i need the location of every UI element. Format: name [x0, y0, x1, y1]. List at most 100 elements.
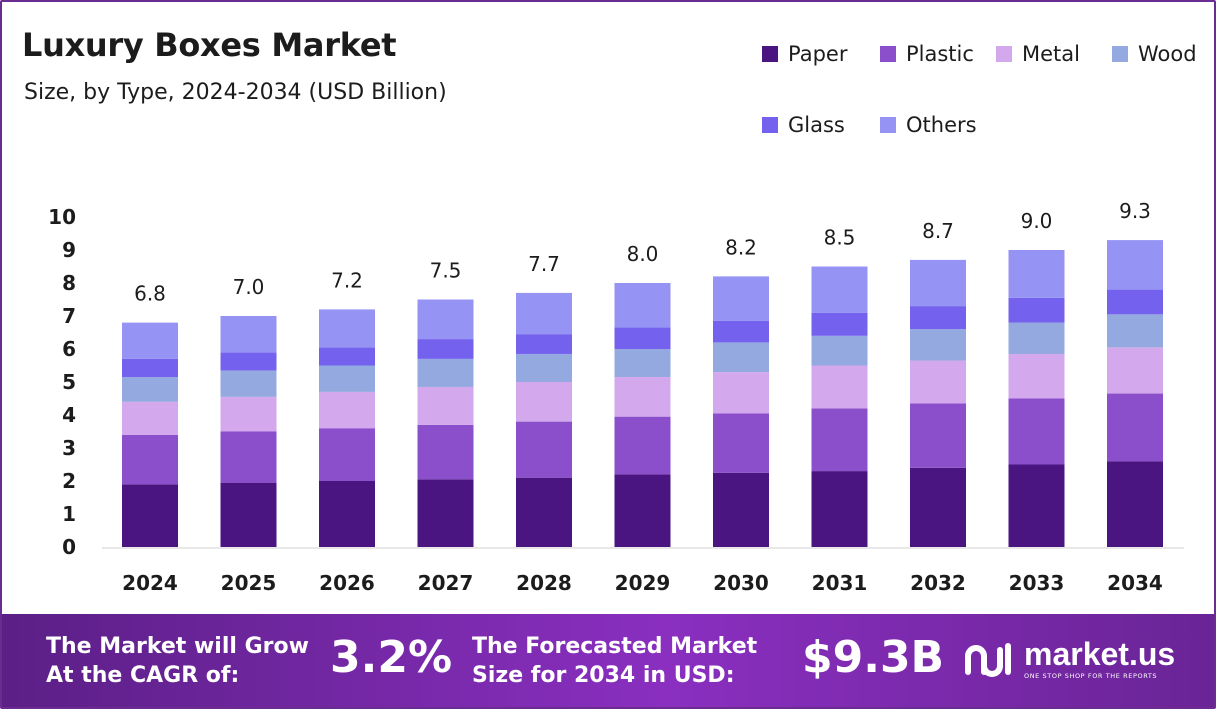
bar-segment-others-2029 — [614, 283, 671, 328]
legend-swatch-others — [880, 117, 896, 133]
bar-segment-wood-2031 — [811, 335, 868, 366]
total-label-2032: 8.7 — [922, 219, 954, 243]
bar-segment-plastic-2028 — [516, 421, 572, 478]
x-tick-label-2030: 2030 — [713, 571, 769, 595]
brand-name: market.us — [1024, 636, 1176, 672]
x-tick-label-2028: 2028 — [516, 571, 572, 595]
bar-segment-plastic-2025 — [220, 431, 277, 483]
x-tick-label-2033: 2033 — [1009, 571, 1065, 595]
y-tick-label: 3 — [62, 436, 76, 460]
x-tick-label-2025: 2025 — [221, 571, 277, 595]
bar-segment-others-2030 — [713, 276, 769, 321]
bar-segment-glass-2034 — [1107, 289, 1163, 315]
market-us-logo-icon — [965, 643, 1011, 677]
legend-swatch-paper — [762, 46, 778, 62]
bar-segment-wood-2025 — [220, 370, 277, 397]
brand-tagline: ONE STOP SHOP FOR THE REPORTS — [1024, 672, 1158, 680]
x-tick-label-2024: 2024 — [122, 571, 178, 595]
x-tick-label-2032: 2032 — [910, 571, 966, 595]
bar-segment-others-2025 — [220, 316, 277, 353]
bar-segment-wood-2029 — [614, 349, 671, 378]
total-label-2033: 9.0 — [1021, 209, 1053, 233]
bar-segment-metal-2027 — [417, 386, 474, 425]
bar-segment-others-2028 — [516, 292, 572, 335]
legend-label-plastic: Plastic — [906, 42, 974, 66]
bar-segment-plastic-2024 — [122, 434, 178, 485]
forecast-label-line-2: Size for 2034 in USD: — [472, 663, 735, 688]
bar-segment-plastic-2029 — [614, 416, 671, 475]
bar-segment-plastic-2026 — [319, 428, 375, 481]
bar-segment-paper-2034 — [1107, 461, 1163, 547]
total-label-2026: 7.2 — [331, 268, 363, 292]
bar-segment-wood-2024 — [122, 377, 178, 402]
y-tick-label: 0 — [62, 535, 76, 559]
bar-segment-metal-2025 — [220, 396, 277, 432]
bar-segment-paper-2027 — [417, 479, 474, 547]
bar-segment-wood-2028 — [516, 353, 572, 382]
y-tick-label: 8 — [62, 271, 76, 295]
bar-segment-others-2032 — [910, 259, 966, 307]
bar-segment-wood-2032 — [910, 329, 966, 361]
cagr-label: The Market will Grow At the CAGR of: — [46, 632, 309, 690]
legend-item-metal: Metal — [996, 42, 1080, 66]
x-tick-label-2031: 2031 — [812, 571, 868, 595]
total-label-2028: 7.7 — [528, 252, 560, 276]
bar-segment-paper-2031 — [811, 471, 868, 547]
bar-segment-plastic-2033 — [1008, 398, 1065, 465]
bar-segment-metal-2030 — [713, 372, 769, 414]
bar-segment-others-2026 — [319, 309, 375, 348]
bar-segment-paper-2026 — [319, 481, 375, 547]
legend-label-others: Others — [906, 113, 977, 137]
legend-item-plastic: Plastic — [880, 42, 974, 66]
total-label-2024: 6.8 — [134, 282, 166, 306]
total-label-2029: 8.0 — [627, 242, 659, 266]
cagr-label-line-1: The Market will Grow — [46, 634, 309, 659]
y-tick-label: 7 — [62, 304, 76, 328]
legend-swatch-wood — [1112, 46, 1128, 62]
total-label-2027: 7.5 — [430, 259, 462, 283]
cagr-value: 3.2% — [330, 632, 453, 683]
bar-segment-wood-2026 — [319, 365, 375, 392]
bar-segment-others-2033 — [1008, 250, 1065, 298]
forecast-label-line-1: The Forecasted Market — [472, 634, 758, 659]
y-tick-label: 1 — [62, 502, 76, 526]
legend-swatch-glass — [762, 117, 778, 133]
bar-segment-glass-2027 — [417, 339, 474, 359]
bar-segment-paper-2032 — [910, 467, 966, 547]
bar-segment-paper-2033 — [1008, 464, 1065, 547]
bar-segment-others-2034 — [1107, 240, 1163, 290]
bar-segment-metal-2034 — [1107, 347, 1163, 394]
stacked-bar-chart: 0 1 2 3 4 5 6 7 8 9 10 6.8 2024 7.0 2025 7.2 2026 7.5 2027… — [48, 199, 1184, 595]
bar-segment-metal-2032 — [910, 360, 966, 404]
bar-segment-metal-2029 — [614, 377, 671, 417]
bar-segment-wood-2030 — [713, 342, 769, 373]
bar-segment-glass-2024 — [122, 358, 178, 378]
x-tick-label-2027: 2027 — [418, 571, 474, 595]
bar-segment-paper-2028 — [516, 477, 572, 547]
forecast-value: $9.3B — [802, 632, 945, 683]
bar-segment-plastic-2032 — [910, 403, 966, 468]
legend-item-paper: Paper — [762, 42, 847, 66]
bar-segment-paper-2024 — [122, 484, 178, 547]
legend-label-paper: Paper — [788, 42, 848, 66]
bar-segment-glass-2026 — [319, 347, 375, 366]
bar-segment-others-2024 — [122, 322, 178, 359]
y-tick-label: 10 — [48, 205, 76, 229]
x-tick-label-2026: 2026 — [319, 571, 375, 595]
bar-segment-glass-2030 — [713, 320, 769, 343]
bar-segment-plastic-2034 — [1107, 393, 1163, 462]
y-tick-label: 9 — [62, 238, 76, 262]
bar-segment-glass-2028 — [516, 334, 572, 354]
bar-segment-glass-2032 — [910, 306, 966, 330]
bar-segment-wood-2027 — [417, 358, 474, 387]
bar-segment-paper-2029 — [614, 474, 671, 547]
bar-segment-glass-2025 — [220, 352, 277, 371]
bar-segment-glass-2029 — [614, 327, 671, 349]
legend-label-glass: Glass — [788, 113, 845, 137]
bar-segment-glass-2033 — [1008, 297, 1065, 323]
y-tick-label: 4 — [62, 403, 76, 427]
bar-segment-paper-2030 — [713, 472, 769, 547]
x-tick-label-2029: 2029 — [615, 571, 671, 595]
bar-segment-plastic-2030 — [713, 413, 769, 473]
